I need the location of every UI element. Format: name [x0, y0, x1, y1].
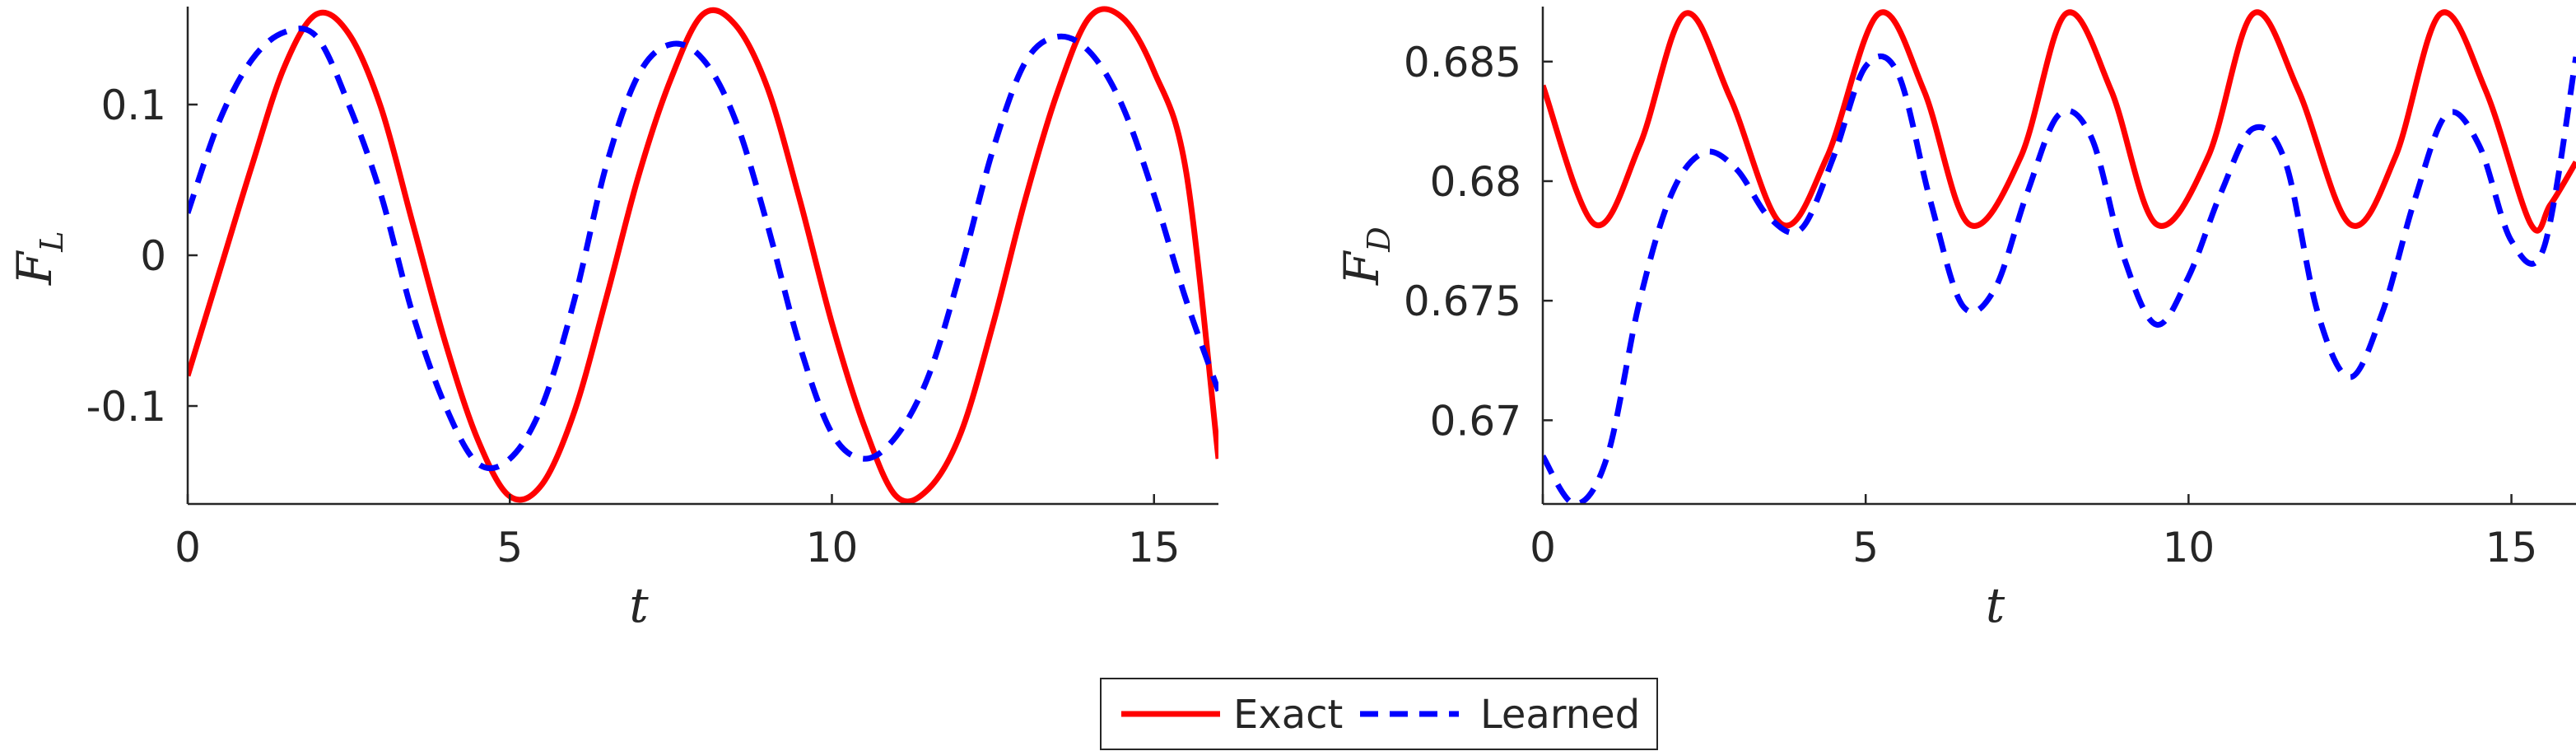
x-axis-label: t: [629, 577, 649, 633]
legend-exact-label: Exact: [1233, 692, 1343, 738]
series-line-learned: [1543, 53, 2576, 504]
y-tick-label: 0.67: [1430, 397, 1521, 445]
legend-learned-label: Learned: [1480, 692, 1640, 738]
y-axis-label: FD: [1334, 226, 1397, 286]
x-tick-label: 5: [496, 524, 523, 571]
series-line-exact: [1543, 9, 2576, 234]
x-tick-label: 10: [806, 524, 859, 571]
x-tick-label: 0: [1530, 524, 1556, 571]
legend: Exact Learned: [1100, 678, 1658, 750]
x-tick-label: 0: [175, 524, 201, 571]
x-tick-label: 15: [1128, 524, 1181, 571]
series-line-exact: [188, 6, 1218, 504]
x-axis-label: t: [1986, 577, 2005, 633]
lift-force-plot: 0 5 10 15 -0.1 0 0.1 t FL: [7, 6, 1218, 633]
y-tick-label: 0: [140, 232, 166, 280]
y-axis-label: FL: [7, 231, 70, 286]
y-tick-label: 0.1: [100, 82, 166, 129]
x-tick-label: 15: [2485, 524, 2538, 571]
series-line-learned: [188, 26, 1218, 472]
y-tick-label: 0.675: [1404, 278, 1521, 325]
y-tick-label: -0.1: [86, 383, 166, 431]
y-tick-label: 0.685: [1404, 39, 1521, 86]
x-tick-label: 10: [2163, 524, 2215, 571]
y-tick-label: 0.68: [1430, 158, 1521, 206]
x-tick-label: 5: [1852, 524, 1879, 571]
drag-force-plot: 0 5 10 15 0.67 0.675 0.68 0.685 t FD: [1334, 7, 2576, 633]
